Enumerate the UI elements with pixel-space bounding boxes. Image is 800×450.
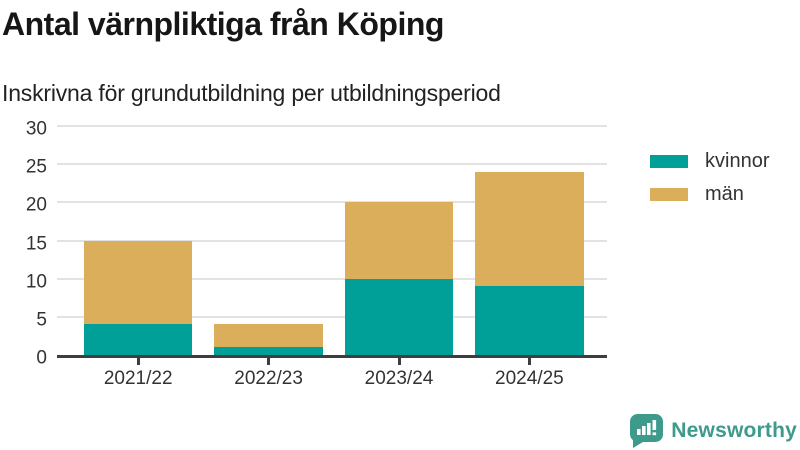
y-axis-tick-label: 0 (36, 347, 47, 369)
gridline (57, 163, 607, 166)
y-axis-tick-label: 5 (36, 309, 47, 331)
newsworthy-wordmark: Newsworthy (671, 419, 797, 442)
chart-subtitle: Inskrivna för grundutbildning per utbild… (2, 80, 501, 106)
gridline (57, 201, 607, 204)
legend-item-kvinnor: kvinnor (650, 151, 769, 171)
y-axis-tick-label: 10 (25, 271, 47, 293)
plot-area: 2021/22 2022/23 2023/24 2024/25 (57, 125, 607, 389)
bar-segment-kvinnor-2022-23 (214, 347, 323, 355)
bar-segment-m-n-2023-24 (344, 202, 454, 279)
y-axis-tick-label: 30 (25, 118, 47, 140)
gridline (57, 239, 607, 242)
bar-segment-m-n-2022-23 (214, 324, 323, 348)
x-axis-tick-label: 2024/25 (495, 368, 564, 389)
y-axis-tick-label: 15 (25, 233, 47, 254)
newsworthy-logo: Newsworthy (630, 414, 797, 448)
bar-chart-speech-bubble-icon (630, 414, 664, 448)
legend-label: män (705, 183, 744, 205)
x-axis-tick (527, 358, 531, 365)
y-axis: 0 5 10 15 20 25 30 (0, 120, 47, 368)
bar-segment-m-n-2024-25 (475, 171, 584, 287)
chart-title: Antal värnpliktiga från Köping (2, 6, 444, 42)
x-axis-tick (397, 358, 401, 365)
legend-swatch-icon (650, 187, 688, 201)
y-axis-tick-label: 25 (25, 156, 47, 178)
legend-item-m-n: män (650, 184, 769, 204)
gridline (57, 125, 607, 127)
bar-segment-kvinnor-2021-22 (83, 324, 193, 355)
y-axis-tick-label: 20 (25, 194, 47, 216)
x-axis-tick (267, 358, 271, 365)
legend-swatch-icon (650, 154, 688, 168)
legend-label: kvinnor (705, 150, 770, 172)
bar-segment-kvinnor-2023-24 (344, 278, 454, 355)
bar-segment-m-n-2021-22 (83, 240, 193, 325)
x-axis-tick-label: 2021/22 (103, 368, 173, 389)
legend: kvinnor män (650, 151, 769, 217)
gridline (57, 277, 607, 280)
x-axis-tick (136, 358, 140, 365)
x-axis-tick-label: 2023/24 (364, 368, 434, 389)
gridline (57, 315, 607, 318)
x-axis-tick-label: 2022/23 (234, 368, 303, 389)
bar-segment-kvinnor-2024-25 (475, 286, 584, 355)
